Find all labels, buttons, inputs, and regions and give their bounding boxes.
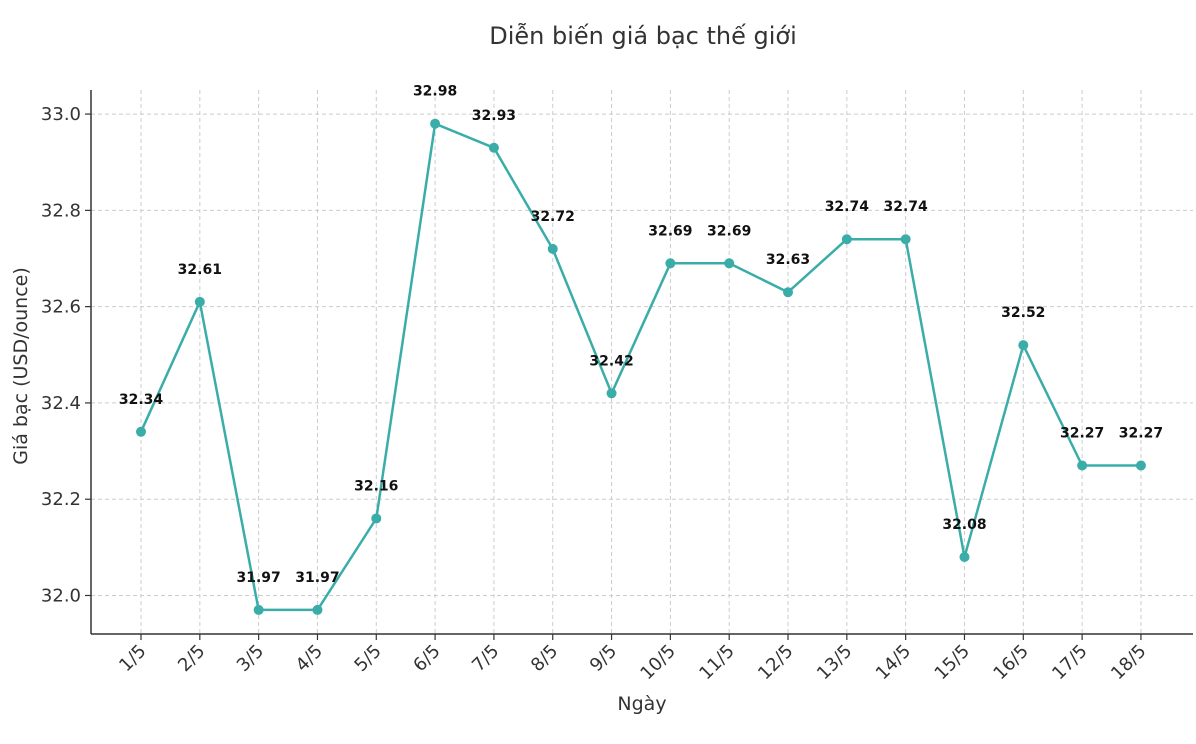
- data-point: [488, 142, 499, 153]
- data-label: 32.27: [1119, 426, 1163, 442]
- y-tick-label: 32.4: [41, 393, 81, 414]
- y-tick-label: 32.6: [41, 297, 81, 318]
- y-ticks: 32.0 32.2 32.4 32.6 32.8 33.0: [41, 104, 91, 606]
- data-label: 32.74: [825, 199, 870, 215]
- data-label: 32.93: [472, 108, 516, 124]
- data-point: [1018, 340, 1029, 351]
- x-tick-label: 8/5: [527, 641, 562, 676]
- data-point: [1077, 460, 1088, 471]
- x-tick-label: 14/5: [872, 641, 915, 684]
- data-label: 32.69: [707, 223, 751, 239]
- chart-title: Diễn biến giá bạc thế giới: [489, 21, 797, 50]
- data-point: [665, 258, 676, 269]
- x-tick-label: 2/5: [174, 641, 209, 676]
- x-tick-label: 13/5: [813, 641, 856, 684]
- y-tick-label: 32.2: [41, 489, 81, 510]
- grid: [91, 90, 1193, 634]
- x-tick-label: 15/5: [931, 641, 974, 684]
- data-label: 32.61: [178, 262, 222, 278]
- y-tick-label: 33.0: [41, 104, 81, 125]
- data-point: [547, 243, 558, 254]
- x-tick-label: 7/5: [468, 641, 503, 676]
- x-tick-label: 9/5: [586, 641, 621, 676]
- series: [136, 118, 1146, 615]
- data-point: [724, 258, 735, 269]
- data-point: [783, 287, 794, 298]
- x-tick-label: 4/5: [292, 641, 327, 676]
- x-tick-label: 5/5: [350, 641, 385, 676]
- data-label: 32.72: [531, 209, 575, 225]
- data-label: 32.52: [1001, 305, 1045, 321]
- series-line: [139, 122, 1141, 612]
- data-point: [253, 604, 264, 615]
- axes: [90, 90, 1193, 635]
- data-point: [194, 296, 205, 307]
- x-tick-label: 10/5: [636, 641, 679, 684]
- data-point: [136, 426, 146, 437]
- data-label: 32.74: [884, 199, 929, 215]
- data-label: 32.16: [354, 478, 398, 494]
- x-tick-label: 18/5: [1107, 641, 1150, 684]
- data-point: [1135, 460, 1146, 471]
- data-label: 31.97: [236, 570, 280, 586]
- data-label: 32.08: [942, 517, 986, 533]
- x-tick-label: 12/5: [754, 641, 797, 684]
- x-tick-label: 16/5: [989, 641, 1032, 684]
- x-tick-label: 1/5: [115, 641, 150, 676]
- data-point: [900, 234, 911, 245]
- data-point: [430, 118, 441, 129]
- x-tick-label: 6/5: [409, 641, 444, 676]
- data-labels: 32.34 32.61 31.97 31.97 32.16 32.98 32.93 32.72…: [119, 84, 1163, 586]
- y-tick-label: 32.0: [41, 585, 81, 606]
- data-point: [312, 604, 323, 615]
- x-tick-label: 11/5: [695, 641, 738, 684]
- data-label: 32.69: [648, 223, 692, 239]
- data-label: 32.63: [766, 252, 810, 268]
- x-tick-label: 17/5: [1048, 641, 1091, 684]
- data-point: [606, 388, 617, 399]
- x-ticks: 1/5 2/5 3/5 4/5 5/5 6/5 7/5 8/5 9/5 10/5 11/5 12/5 1…: [115, 634, 1150, 684]
- data-label: 32.42: [589, 353, 633, 369]
- y-tick-label: 32.8: [41, 200, 81, 221]
- data-point: [371, 513, 382, 524]
- data-label: 32.34: [119, 392, 164, 408]
- x-tick-label: 3/5: [233, 641, 268, 676]
- data-point: [841, 234, 852, 245]
- y-axis-label: Giá bạc (USD/ounce): [10, 267, 32, 465]
- data-point: [959, 551, 970, 562]
- x-axis-label: Ngày: [617, 693, 666, 715]
- data-label: 32.98: [413, 84, 457, 100]
- data-label: 31.97: [295, 570, 339, 586]
- data-label: 32.27: [1060, 426, 1104, 442]
